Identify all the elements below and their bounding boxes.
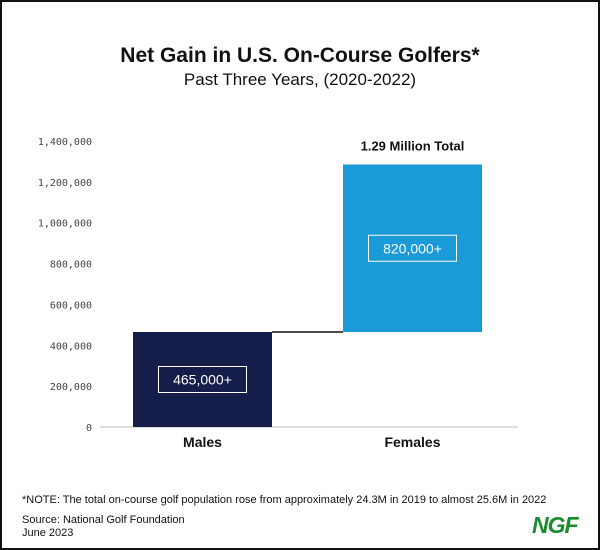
value-label-box — [368, 234, 457, 262]
bar-value-label: 465,000+ — [173, 372, 232, 388]
date-text: June 2023 — [22, 527, 74, 539]
x-category-label: Females — [384, 434, 440, 450]
bar-males — [133, 332, 272, 427]
value-label-box — [158, 366, 247, 394]
category-labels: Males Females — [183, 434, 441, 450]
y-tick-label: 400,000 — [50, 341, 92, 352]
y-tick-label: 600,000 — [50, 300, 92, 311]
chart-title: Net Gain in U.S. On-Course Golfers* — [120, 44, 480, 67]
total-label: 1.29 Million Total — [361, 138, 465, 153]
y-tick-label: 800,000 — [50, 260, 92, 271]
chart-subtitle: Past Three Years, (2020-2022) — [183, 70, 417, 89]
bar-value-label: 820,000+ — [383, 240, 442, 256]
y-tick-label: 1,400,000 — [38, 137, 92, 148]
bar-females — [343, 164, 482, 333]
footnote: *NOTE: The total on-course golf populati… — [22, 494, 547, 506]
y-axis-labels: 0 200,000 400,000 600,000 800,000 1,000,000 1,… — [38, 137, 92, 434]
y-tick-label: 0 — [86, 423, 92, 434]
y-tick-label: 200,000 — [50, 382, 92, 393]
source-text: Source: National Golf Foundation — [22, 514, 185, 526]
y-tick-label: 1,200,000 — [38, 178, 92, 189]
bars: 465,000+ 820,000+ 1.29 Million Total — [133, 138, 482, 427]
x-category-label: Males — [183, 434, 222, 450]
ngf-logo: NGF — [532, 512, 579, 538]
y-tick-label: 1,000,000 — [38, 219, 92, 230]
